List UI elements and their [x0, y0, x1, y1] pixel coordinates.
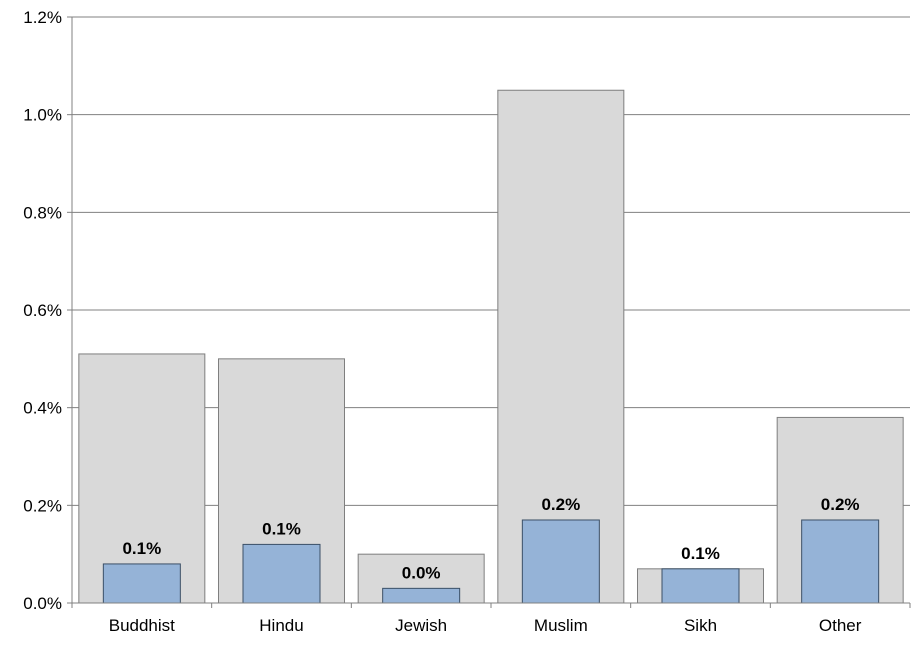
x-tick-label-muslim: Muslim	[534, 616, 588, 635]
y-tick-label: 0.0%	[23, 594, 62, 613]
bar-foreground-buddhist	[102, 563, 181, 604]
x-tick-label-other: Other	[819, 616, 862, 635]
data-label-jewish: 0.0%	[402, 563, 441, 582]
y-axis-tick-labels: 0.0% 0.2% 0.4% 0.6% 0.8% 1.0% 1.2%	[23, 8, 62, 613]
gridlines	[72, 16, 910, 506]
data-label-buddhist: 0.1%	[122, 539, 161, 558]
data-label-other: 0.2%	[821, 495, 860, 514]
background-bar-series	[78, 89, 904, 604]
x-tick-label-jewish: Jewish	[395, 616, 447, 635]
y-tick-label: 0.8%	[23, 203, 62, 222]
bar-background-buddhist	[78, 353, 206, 604]
y-tick-label: 0.6%	[23, 301, 62, 320]
x-tick-label-sikh: Sikh	[684, 616, 717, 635]
bar-background-muslim	[497, 89, 625, 604]
data-label-sikh: 0.1%	[681, 544, 720, 563]
x-tick-label-hindu: Hindu	[259, 616, 303, 635]
bar-foreground-hindu	[242, 543, 321, 604]
y-tick-label: 0.4%	[23, 399, 62, 418]
bar-foreground-other	[801, 519, 880, 604]
x-axis-tick-labels: Buddhist Hindu Jewish Muslim Sikh Other	[109, 616, 862, 635]
data-label-muslim: 0.2%	[541, 495, 580, 514]
bar-foreground-jewish	[382, 587, 461, 604]
axes	[67, 16, 911, 608]
x-tick-label-buddhist: Buddhist	[109, 616, 175, 635]
bar-foreground-muslim	[521, 519, 600, 604]
y-tick-label: 0.2%	[23, 496, 62, 515]
bar-foreground-sikh	[661, 568, 740, 604]
foreground-bar-series	[102, 519, 880, 604]
y-tick-label: 1.0%	[23, 106, 62, 125]
y-tick-label: 1.2%	[23, 8, 62, 27]
data-labels: 0.1% 0.1% 0.0% 0.2% 0.1% 0.2%	[122, 495, 859, 582]
data-label-hindu: 0.1%	[262, 519, 301, 538]
